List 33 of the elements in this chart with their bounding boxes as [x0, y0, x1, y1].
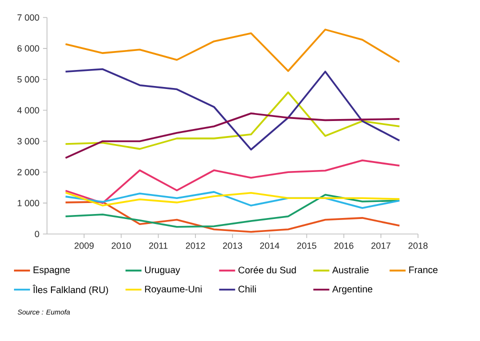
line-series	[64, 91, 400, 150]
y-tick-label: 2 000	[18, 168, 40, 176]
legend-label: Argentine	[332, 285, 372, 294]
y-tick-label: 7 000	[18, 14, 40, 21]
x-tick-label: 2011	[149, 242, 168, 249]
x-tick-label: 2014	[260, 242, 280, 249]
y-tick-label: 5 000	[17, 76, 40, 83]
legend-label: Chili	[238, 285, 256, 292]
y-tick-label: 0	[34, 230, 40, 238]
legend-label: Royaume-Uni	[145, 285, 202, 294]
x-tick-label: 2016	[334, 242, 354, 249]
x-tick-label: 2013	[222, 242, 242, 249]
y-tick-label: 6 000	[18, 45, 40, 52]
legend-label: Corée du Sud	[238, 266, 296, 274]
x-tick-label: 2018	[408, 242, 428, 249]
line-series	[64, 200, 400, 233]
x-tick-label: 2010	[112, 242, 131, 249]
line-series	[64, 68, 400, 150]
legend-label: Îles Falkland (RU)	[32, 284, 108, 296]
legend-label: Espagne	[34, 266, 70, 276]
x-tick-label: 2015	[297, 242, 316, 249]
legend-label: Australie	[332, 266, 369, 274]
x-tick-label: 2009	[74, 242, 94, 249]
line-series	[64, 159, 400, 204]
x-tick-label: 2012	[186, 242, 205, 249]
legend-label: Uruguay	[145, 266, 180, 276]
line-series	[64, 112, 400, 159]
legend-label: France	[409, 266, 438, 274]
line-series	[64, 28, 400, 72]
y-tick-label: 1 000	[18, 200, 40, 206]
y-tick-label: 3 000	[17, 138, 40, 144]
y-tick-label: 4 000	[17, 107, 40, 114]
x-tick-label: 2017	[371, 242, 390, 249]
